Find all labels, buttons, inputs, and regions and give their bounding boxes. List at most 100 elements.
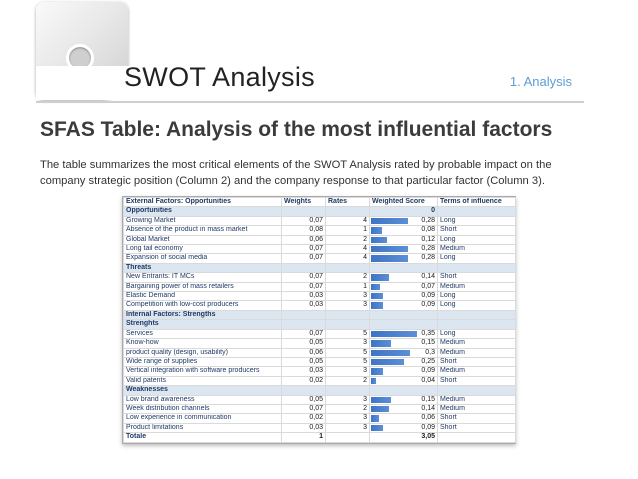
cell-rate: 4 bbox=[325, 253, 370, 264]
cell-term: Long bbox=[437, 215, 516, 227]
score-value: 0,28 bbox=[421, 245, 435, 253]
cell-weighted-score bbox=[369, 319, 438, 330]
cell-rate: 3 bbox=[325, 291, 370, 302]
cell-weight: 0,02 bbox=[281, 413, 326, 424]
cell-factor: Elastic Demand bbox=[123, 291, 282, 302]
table-row: Vertical integration with software produ… bbox=[123, 366, 516, 377]
cell-weighted-score: 0,12 bbox=[369, 234, 438, 246]
cell-factor: Threats bbox=[123, 262, 282, 274]
cell-rate: 2 bbox=[325, 403, 370, 415]
cell-term: Short bbox=[437, 413, 516, 424]
cell-factor: Long tail economy bbox=[123, 244, 282, 255]
table-group-row: Weaknesses bbox=[123, 385, 516, 396]
cell-weight: 0,03 bbox=[281, 291, 326, 302]
cell-weight: 0,05 bbox=[281, 394, 326, 405]
cell-weighted-score: 0,15 bbox=[369, 338, 438, 349]
table-row: Wide range of supplies 0,05 5 0,25 Short bbox=[123, 356, 516, 368]
cell-weight bbox=[281, 206, 326, 217]
score-value: 0,09 bbox=[421, 367, 435, 375]
cell-factor: Valid patents bbox=[123, 375, 282, 387]
cell-term bbox=[437, 319, 516, 330]
cell-term: Medium bbox=[437, 394, 516, 405]
score-value: 0,14 bbox=[421, 404, 435, 412]
cell-rate: 3 bbox=[325, 422, 370, 434]
cell-term bbox=[437, 309, 516, 321]
score-value: 0,14 bbox=[421, 273, 435, 281]
cell-factor: product quality (design, usability) bbox=[123, 347, 282, 358]
cell-weighted-score: 0,04 bbox=[369, 375, 438, 387]
cell-weight: 0,07 bbox=[281, 215, 326, 227]
cell-rate: 4 bbox=[325, 244, 370, 255]
score-bar bbox=[371, 415, 379, 422]
cell-weighted-score: 0,25 bbox=[369, 356, 438, 368]
page-title: SWOT Analysis bbox=[124, 62, 315, 92]
cell-factor: Expansion of social media bbox=[123, 253, 282, 264]
cell-weight bbox=[281, 309, 326, 321]
cell-weight bbox=[281, 319, 326, 330]
table-row: Week distribution channels 0,07 2 0,14 Mediu… bbox=[123, 403, 516, 415]
header-weights: Weights bbox=[281, 196, 326, 208]
score-bar bbox=[371, 293, 383, 300]
table-row: Competition with low-cost producers 0,03 3… bbox=[123, 300, 516, 311]
cell-term: Medium bbox=[437, 244, 516, 255]
table-group-row: Strenghts bbox=[123, 319, 516, 330]
cell-weight: 0,03 bbox=[281, 422, 326, 434]
score-value: 0,12 bbox=[421, 235, 435, 243]
score-bar bbox=[371, 246, 408, 253]
cell-rate: 3 bbox=[325, 394, 370, 405]
cell-term: Short bbox=[437, 422, 516, 434]
score-value: 0,28 bbox=[421, 254, 435, 262]
cell-term bbox=[437, 385, 516, 396]
score-value: 0,09 bbox=[421, 292, 435, 300]
cell-weighted-score: 3,05 bbox=[369, 432, 438, 443]
cell-rate bbox=[325, 206, 370, 217]
score-value: 0,25 bbox=[421, 357, 435, 365]
cell-term bbox=[437, 206, 516, 217]
cell-term: Short bbox=[437, 225, 516, 236]
table-row: Low brand awareness 0,05 3 0,15 Medium bbox=[123, 394, 516, 405]
score-value: 0,09 bbox=[421, 423, 435, 431]
cell-weighted-score: 0,09 bbox=[369, 291, 438, 302]
cell-term: Medium bbox=[437, 366, 516, 377]
cell-rate: 3 bbox=[325, 413, 370, 424]
cell-factor: Low brand awareness bbox=[123, 394, 282, 405]
cell-weight: 0,03 bbox=[281, 366, 326, 377]
cell-factor: Absence of the product in mass market bbox=[123, 225, 282, 236]
score-bar bbox=[371, 396, 391, 403]
cell-rate: 2 bbox=[325, 272, 370, 283]
table-body: Opportunities 0 Growing Market 0,07 4 0,28 Lon… bbox=[123, 206, 516, 443]
score-value: 0,04 bbox=[421, 376, 435, 384]
cell-rate: 3 bbox=[325, 338, 370, 349]
cell-term: Medium bbox=[437, 281, 516, 293]
table-row: Elastic Demand 0,03 3 0,09 Long bbox=[123, 291, 516, 302]
cell-weighted-score: 0,09 bbox=[369, 300, 438, 311]
table-total-row: Totale 1 3,05 bbox=[123, 432, 516, 443]
table-row: Expansion of social media 0,07 4 0,28 Long bbox=[123, 253, 516, 264]
cell-factor: Product limitations bbox=[123, 422, 282, 434]
cell-rate bbox=[325, 319, 370, 330]
cell-rate: 1 bbox=[325, 281, 370, 293]
cell-rate: 3 bbox=[325, 366, 370, 377]
cell-term: Medium bbox=[437, 347, 516, 358]
slide-subtitle: SFAS Table: Analysis of the most influen… bbox=[40, 118, 553, 141]
cell-weight: 0,07 bbox=[281, 253, 326, 264]
cell-factor: Vertical integration with software produ… bbox=[123, 366, 282, 377]
header-bar bbox=[36, 66, 584, 100]
header-divider bbox=[36, 101, 584, 103]
score-bar bbox=[371, 227, 382, 234]
table-row: Absence of the product in mass market 0,0… bbox=[123, 225, 516, 236]
cell-term bbox=[437, 432, 516, 443]
table-group-row: Opportunities 0 bbox=[123, 206, 516, 217]
cell-weight: 0,07 bbox=[281, 328, 326, 340]
score-value: 0,28 bbox=[421, 216, 435, 224]
cell-weighted-score bbox=[369, 262, 438, 274]
score-value: 0,08 bbox=[421, 226, 435, 234]
cell-weight: 0,05 bbox=[281, 338, 326, 349]
table-row: Services 0,07 5 0,35 Long bbox=[123, 328, 516, 340]
cell-term: Short bbox=[437, 356, 516, 368]
score-value: 0,3 bbox=[425, 348, 435, 356]
cell-term: Short bbox=[437, 375, 516, 387]
cell-factor: Opportunities bbox=[123, 206, 282, 217]
cell-weight: 0,05 bbox=[281, 356, 326, 368]
description-text: The table summarizes the most critical e… bbox=[40, 159, 552, 187]
